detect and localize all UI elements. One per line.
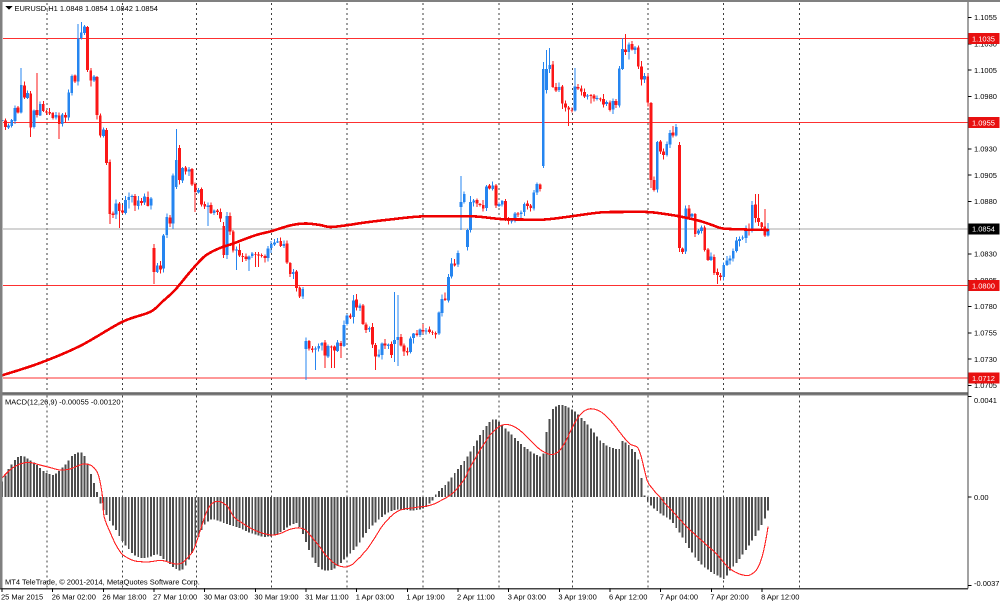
svg-text:MT4 TeleTrade, © 2001-2014, Me: MT4 TeleTrade, © 2001-2014, MetaQuotes S… (5, 578, 200, 587)
svg-text:1.0730: 1.0730 (974, 355, 997, 364)
svg-text:25 Mar 2015: 25 Mar 2015 (1, 593, 43, 602)
svg-text:1.0705: 1.0705 (974, 381, 997, 390)
svg-text:1.0955: 1.0955 (972, 118, 995, 127)
svg-text:31 Mar 11:00: 31 Mar 11:00 (305, 593, 349, 602)
svg-text:0.0041: 0.0041 (974, 396, 997, 405)
svg-text:MACD(12,26,9) -0.00055 -0.0012: MACD(12,26,9) -0.00055 -0.00120 (5, 398, 121, 407)
svg-text:EURUSD,H1 1.0848 1.0854 1.084: EURUSD,H1 1.0848 1.0854 1.0842 1.0854 (15, 4, 158, 13)
svg-text:2 Apr 11:00: 2 Apr 11:00 (457, 593, 495, 602)
svg-text:1 Apr 19:00: 1 Apr 19:00 (406, 593, 444, 602)
svg-text:7 Apr 20:00: 7 Apr 20:00 (710, 593, 748, 602)
svg-text:7 Apr 04:00: 7 Apr 04:00 (660, 593, 698, 602)
svg-text:30 Mar 03:00: 30 Mar 03:00 (204, 593, 248, 602)
svg-text:3 Apr 19:00: 3 Apr 19:00 (558, 593, 596, 602)
svg-text:26 Mar 02:00: 26 Mar 02:00 (52, 593, 96, 602)
svg-text:1.1055: 1.1055 (974, 13, 997, 22)
svg-text:1.0930: 1.0930 (974, 145, 997, 154)
svg-text:1.0755: 1.0755 (974, 329, 997, 338)
svg-text:1.0880: 1.0880 (974, 197, 997, 206)
svg-text:1.0905: 1.0905 (974, 171, 997, 180)
svg-text:30 Mar 19:00: 30 Mar 19:00 (254, 593, 298, 602)
svg-text:1.0830: 1.0830 (974, 250, 997, 259)
svg-text:-0.0037: -0.0037 (974, 579, 999, 588)
svg-text:1.0800: 1.0800 (972, 281, 995, 290)
svg-text:27 Mar 10:00: 27 Mar 10:00 (153, 593, 197, 602)
svg-text:6 Apr 12:00: 6 Apr 12:00 (609, 593, 647, 602)
svg-text:1.0780: 1.0780 (974, 302, 997, 311)
svg-text:8 Apr 12:00: 8 Apr 12:00 (761, 593, 799, 602)
svg-text:0.00: 0.00 (974, 493, 989, 502)
svg-text:1.1005: 1.1005 (974, 66, 997, 75)
svg-text:3 Apr 03:00: 3 Apr 03:00 (508, 593, 546, 602)
svg-text:1.1035: 1.1035 (972, 34, 995, 43)
svg-text:26 Mar 18:00: 26 Mar 18:00 (102, 593, 146, 602)
svg-text:1.0854: 1.0854 (972, 225, 995, 234)
svg-text:1.0980: 1.0980 (974, 92, 997, 101)
svg-text:1.0712: 1.0712 (972, 374, 995, 383)
svg-text:1 Apr 03:00: 1 Apr 03:00 (356, 593, 394, 602)
